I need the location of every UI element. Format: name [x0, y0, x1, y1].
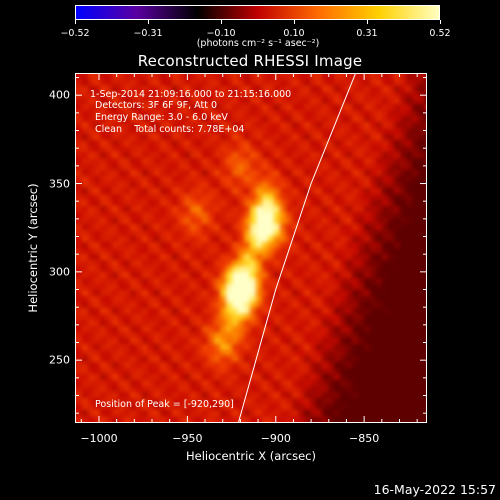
colorbar-tick-label: 0.52 [429, 28, 451, 39]
colorbar-tick [294, 20, 295, 24]
energy-range-label: Energy Range: 3.0 - 6.0 keV [95, 112, 228, 123]
colorbar-tick-label: −0.10 [206, 28, 236, 39]
clean-label: Clean [95, 124, 122, 135]
colorbar-tick [367, 20, 368, 24]
x-tick-label: −950 [172, 432, 203, 445]
colorbar-tick [75, 20, 76, 24]
peak-position-label: Position of Peak = [-920,290] [95, 399, 234, 410]
colorbar-tick [440, 20, 441, 24]
x-axis-label: Heliocentric X (arcsec) [186, 449, 316, 463]
chart-title: Reconstructed RHESSI Image [137, 52, 363, 70]
colorbar-tick [221, 20, 222, 24]
colorbar-tick-label: 0.10 [283, 28, 305, 39]
colorbar-tick-label: −0.31 [133, 28, 163, 39]
y-tick-label: 350 [49, 177, 70, 191]
total-counts-label: Total counts: 7.78E+04 [134, 124, 245, 135]
colorbar-units-label: (photons cm⁻² s⁻¹ asec⁻²) [196, 38, 320, 49]
colorbar-tick-label: −0.52 [60, 28, 90, 39]
x-tick-label: −850 [349, 432, 380, 445]
colorbar-tick-label: 0.31 [356, 28, 378, 39]
datestamp: 16-May-2022 15:57 [373, 482, 496, 497]
y-tick-label: 250 [49, 353, 70, 367]
time-range-label: 1-Sep-2014 21:09:16.000 to 21:15:16.000 [90, 89, 292, 100]
x-tick-label: −900 [260, 432, 291, 445]
y-tick-label: 300 [49, 265, 70, 279]
y-axis-label: Heliocentric Y (arcsec) [26, 183, 40, 313]
clean-counts-label: Clean Total counts: 7.78E+04 [95, 124, 244, 135]
colorbar [75, 5, 440, 20]
colorbar-tick [148, 20, 149, 24]
y-tick-label: 400 [49, 88, 70, 102]
x-tick-label: −1000 [80, 432, 118, 445]
detectors-label: Detectors: 3F 6F 9F, Att 0 [95, 100, 218, 111]
